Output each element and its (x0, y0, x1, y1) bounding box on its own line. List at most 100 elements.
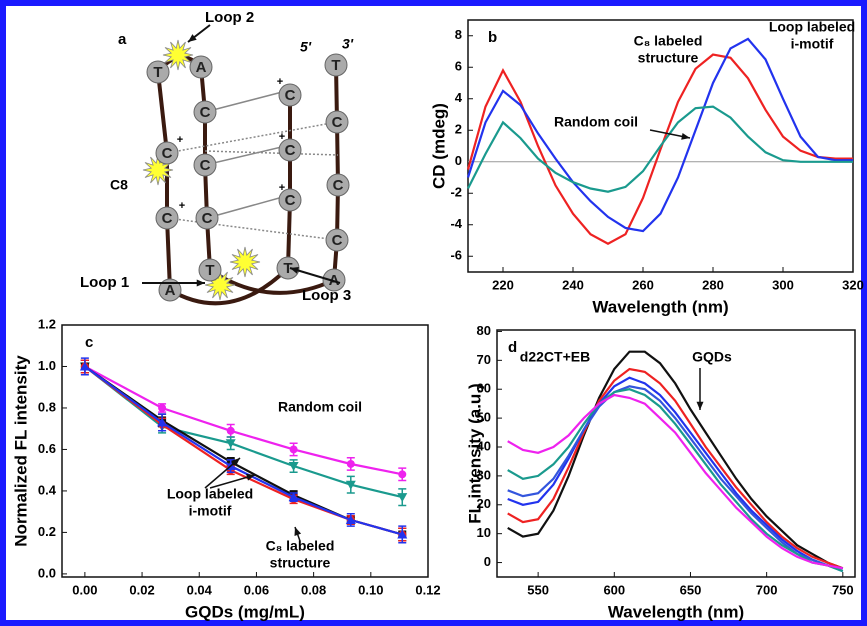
series-line (507, 385, 844, 573)
arrow-line (289, 267, 341, 284)
annotation: structure (638, 50, 699, 66)
arrow-head (246, 473, 255, 481)
y-tick-label: -6 (450, 248, 462, 263)
y-axis-title: Normalized FL intensity (11, 355, 30, 547)
x-tick-label: 280 (702, 277, 724, 292)
y-tick-label: 60 (477, 381, 491, 396)
annotation: GQDs (692, 349, 732, 365)
arrow-head (696, 401, 704, 410)
x-tick-label: 0.04 (187, 582, 213, 597)
x-tick-label: 700 (756, 582, 778, 597)
nucleotide-label: A (196, 59, 207, 76)
c8-label: C8 (110, 177, 128, 193)
nucleotide-label: C (200, 157, 211, 174)
y-tick-label: 10 (477, 525, 491, 540)
y-tick-label: 0 (484, 554, 491, 569)
x-tick-label: 0.12 (415, 582, 440, 597)
series-line (84, 365, 403, 499)
y-tick-label: 70 (477, 352, 491, 367)
panel-label: b (488, 29, 497, 46)
strand-end: 5' (300, 39, 312, 55)
marker (226, 426, 235, 435)
marker (397, 493, 408, 503)
charge: + (179, 200, 185, 212)
y-tick-label: 1.2 (38, 316, 56, 331)
y-axis-title: CD (mdeg) (429, 103, 448, 189)
charge: + (277, 76, 283, 88)
series-line (467, 105, 853, 193)
marker (289, 445, 298, 454)
x-axis-title: GQDs (mg/mL) (185, 602, 305, 621)
nucleotide (146, 60, 170, 84)
x-tick-label: 600 (603, 582, 625, 597)
nucleotide-label: C (332, 114, 343, 131)
annotation: i-motif (791, 36, 834, 52)
x-tick-label: 650 (680, 582, 702, 597)
arrow-head (188, 34, 197, 42)
x-tick-label: 750 (832, 582, 854, 597)
annotation: C₈ labeled (634, 33, 703, 49)
base-pair (204, 144, 291, 166)
loop-label: Loop 1 (80, 274, 129, 291)
x-tick-label: 300 (772, 277, 794, 292)
x-tick-label: 0.10 (358, 582, 383, 597)
x-tick-label: 0.08 (301, 582, 326, 597)
y-tick-label: 0.0 (38, 565, 56, 580)
nucleotide-label: C (285, 192, 296, 209)
annotation: Random coil (554, 114, 638, 130)
y-tick-label: 0 (455, 153, 462, 168)
nucleotide-label: C (200, 104, 211, 121)
arrow-head (681, 132, 690, 140)
marker (346, 459, 355, 468)
loop-backbone (168, 266, 290, 306)
arrow-head (196, 279, 205, 287)
y-tick-label: -4 (450, 216, 462, 231)
y-tick-label: 50 (477, 410, 491, 425)
x-axis-title: Wavelength (nm) (608, 602, 744, 621)
y-tick-label: 40 (477, 438, 491, 453)
arrow-head (294, 527, 302, 536)
backbone (286, 95, 292, 269)
marker (288, 492, 299, 502)
y-tick-label: 0.8 (38, 399, 56, 414)
nucleotide (326, 173, 350, 197)
y-tick-label: 20 (477, 496, 491, 511)
y-axis-title: FL intensity (a.u.) (465, 383, 484, 523)
label-star (229, 246, 261, 278)
y-tick-label: 80 (477, 323, 491, 338)
nucleotide-label: T (283, 260, 292, 277)
x-tick-label: 320 (842, 277, 864, 292)
base-pair (166, 217, 338, 241)
marker (398, 470, 407, 479)
series-line (507, 376, 844, 570)
nucleotide (325, 228, 349, 252)
marker (397, 529, 408, 539)
annotation: i-motif (189, 503, 232, 519)
nucleotide-label: T (205, 262, 214, 279)
nucleotide (193, 100, 217, 124)
x-tick-label: 240 (562, 277, 584, 292)
series-line (84, 365, 403, 536)
annotation: Loop labeled (167, 486, 253, 502)
y-tick-label: 0.2 (38, 524, 56, 539)
y-tick-label: 4 (455, 90, 463, 105)
series-line (507, 350, 844, 570)
series-line (466, 53, 853, 245)
nucleotide-label: C (162, 145, 173, 162)
nucleotide (324, 53, 348, 77)
series-line (507, 388, 844, 573)
annotation: d22CT+EB (520, 349, 590, 365)
series-line (84, 365, 403, 476)
annotation: Random coil (278, 399, 362, 415)
backbone (156, 71, 172, 291)
label-star (204, 269, 236, 301)
nucleotide (322, 268, 346, 292)
annotation: structure (270, 555, 331, 571)
panel-label: c (85, 334, 93, 351)
nucleotide (189, 55, 213, 79)
y-tick-label: 6 (455, 59, 462, 74)
x-tick-label: 0.02 (129, 582, 154, 597)
nucleotide (278, 83, 302, 107)
loop-label: Loop 2 (205, 9, 254, 26)
